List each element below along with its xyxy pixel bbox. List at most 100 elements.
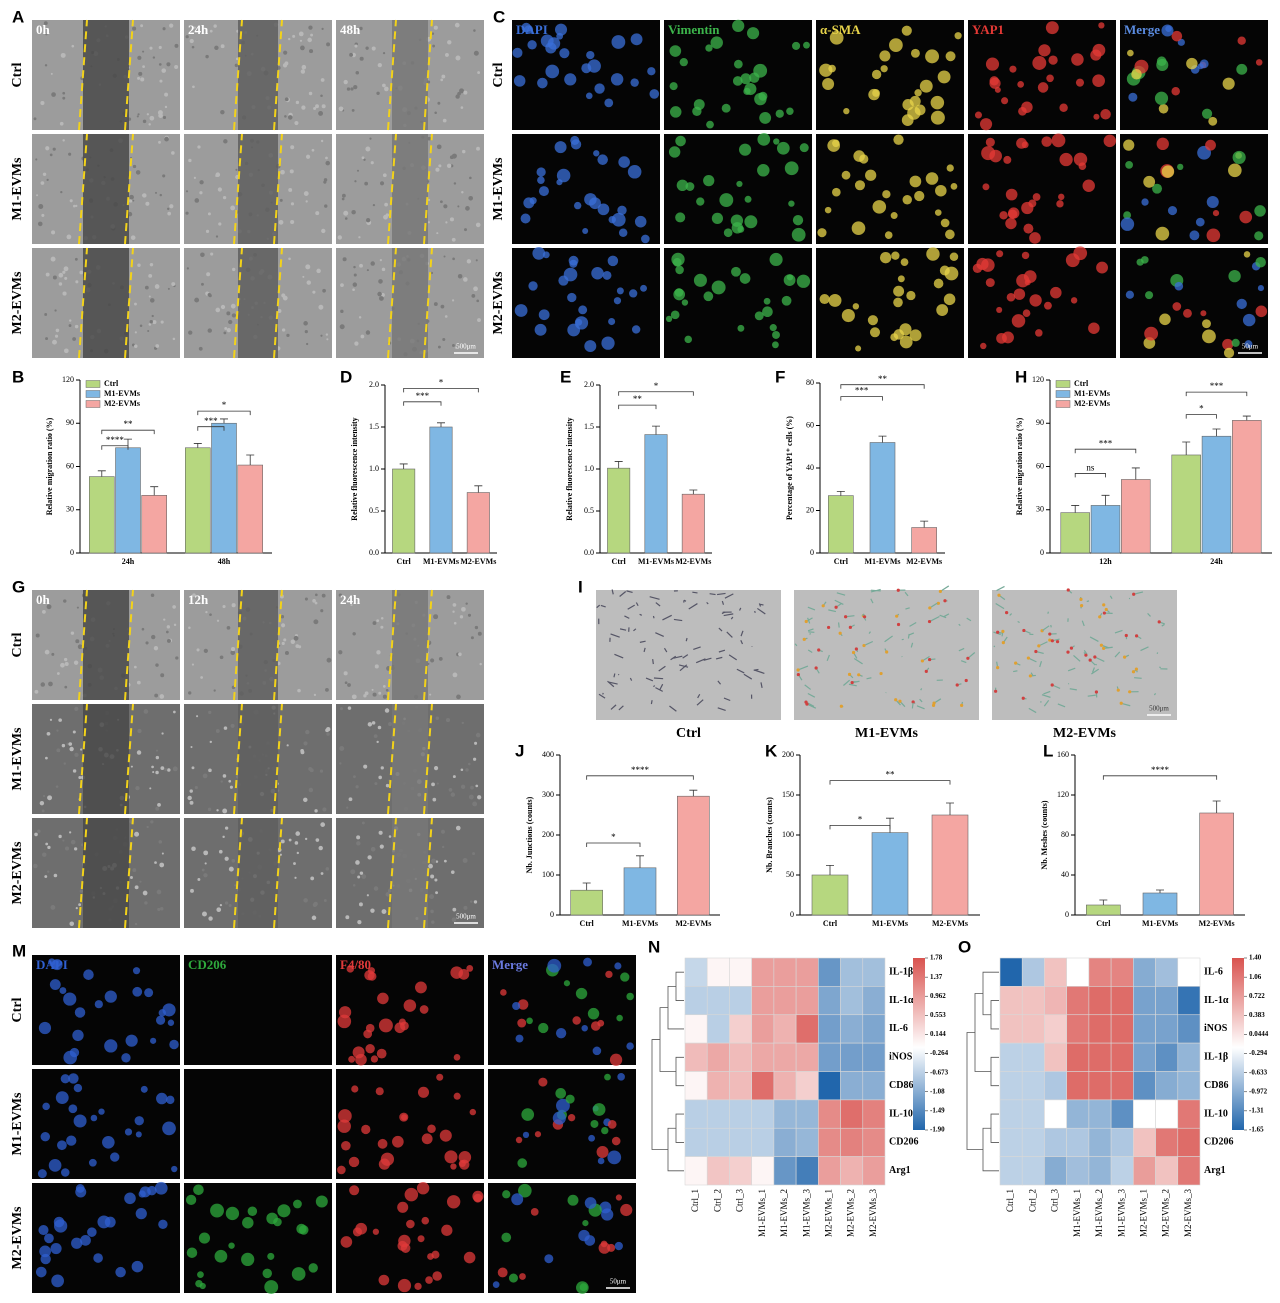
error-bar xyxy=(437,422,445,427)
cell xyxy=(554,141,567,154)
speckle xyxy=(234,884,237,887)
speckle xyxy=(354,341,359,346)
speckle xyxy=(454,22,460,28)
cell xyxy=(926,247,940,261)
cell xyxy=(536,167,546,177)
cell xyxy=(776,141,790,155)
cell xyxy=(692,106,702,116)
cell xyxy=(135,1131,142,1138)
speckle xyxy=(40,181,45,185)
cell xyxy=(803,41,810,49)
speckle xyxy=(190,888,194,893)
speckle xyxy=(286,744,289,747)
cell xyxy=(817,228,827,238)
speckle xyxy=(384,708,390,713)
cell xyxy=(614,1241,623,1251)
heatmap-cell xyxy=(684,1127,708,1157)
cell xyxy=(616,1014,623,1022)
bar xyxy=(1199,812,1234,916)
speckle xyxy=(158,63,162,66)
speckle xyxy=(344,681,348,685)
legend-swatch xyxy=(1055,380,1071,388)
speckle xyxy=(468,195,474,201)
heatmap-cell xyxy=(1066,986,1090,1016)
speckle xyxy=(201,868,205,872)
speckle xyxy=(139,324,143,327)
legend-label: M2-EVMs xyxy=(1074,399,1110,408)
speckle xyxy=(477,71,481,74)
speckle xyxy=(230,205,236,211)
heatmap-cell xyxy=(1044,957,1067,987)
cell xyxy=(59,987,67,995)
speckle xyxy=(204,862,207,865)
cell xyxy=(620,972,630,982)
cell xyxy=(522,1131,530,1139)
row-label: iNOS xyxy=(1204,1023,1228,1034)
column-label: Ctrl_3 xyxy=(735,1189,745,1213)
speckle xyxy=(295,644,300,649)
speckle xyxy=(463,905,468,910)
x-tick-label: M2-EVMs xyxy=(932,919,968,928)
cell xyxy=(1183,308,1192,318)
tube-segment xyxy=(721,600,725,605)
cell xyxy=(1232,150,1246,165)
speckle xyxy=(338,593,342,597)
cell xyxy=(337,1014,352,1029)
panel-letter: B xyxy=(12,367,24,386)
cell xyxy=(675,212,686,223)
speckle xyxy=(325,160,331,166)
speckle xyxy=(325,867,330,871)
cell xyxy=(228,1242,235,1249)
node xyxy=(1048,632,1052,636)
speckle xyxy=(350,869,356,875)
speckle xyxy=(354,180,357,183)
y-tick-label: 100 xyxy=(782,830,794,839)
speckle xyxy=(437,345,441,349)
cell xyxy=(1223,347,1235,359)
speckle xyxy=(376,650,381,655)
y-tick-label: 80 xyxy=(1061,830,1069,839)
cell xyxy=(367,967,375,975)
speckle xyxy=(145,641,149,645)
speckle xyxy=(467,613,472,617)
speckle xyxy=(365,46,369,50)
speckle xyxy=(149,320,153,324)
speckle xyxy=(435,716,440,721)
cell xyxy=(537,77,548,89)
node xyxy=(1066,588,1070,592)
heatmap-cell xyxy=(684,986,708,1016)
tube-segment xyxy=(920,688,923,691)
cell xyxy=(851,221,866,236)
cell xyxy=(1127,49,1134,57)
tube-segment xyxy=(658,665,666,672)
tube-segment xyxy=(696,699,704,706)
y-tick-label: 120 xyxy=(62,375,74,384)
tube-segment xyxy=(993,645,996,648)
tube-segment xyxy=(598,693,606,699)
speckle xyxy=(52,275,57,280)
tube-segment xyxy=(693,646,701,650)
speckle xyxy=(191,663,195,666)
node xyxy=(1014,661,1018,665)
speckle xyxy=(75,639,80,644)
cell xyxy=(1208,116,1218,126)
wound-edge xyxy=(387,589,397,701)
y-tick-label: 2.0 xyxy=(369,380,379,389)
cell xyxy=(267,1252,275,1260)
speckle xyxy=(338,650,343,655)
bar xyxy=(1171,454,1201,554)
y-tick-label: 0.0 xyxy=(369,548,379,557)
cell xyxy=(600,1240,608,1248)
x-tick-label: M2-EVMs xyxy=(1199,919,1235,928)
y-tick-label: 1.5 xyxy=(584,422,594,431)
cell xyxy=(110,1152,120,1162)
cell xyxy=(277,1204,291,1218)
node xyxy=(1055,640,1060,644)
cell xyxy=(534,1131,542,1138)
speckle xyxy=(148,323,152,326)
speckle xyxy=(62,291,67,296)
cell xyxy=(370,1055,379,1063)
cell xyxy=(528,281,538,291)
tube-segment xyxy=(662,614,672,621)
row-label: Arg1 xyxy=(889,1165,911,1176)
